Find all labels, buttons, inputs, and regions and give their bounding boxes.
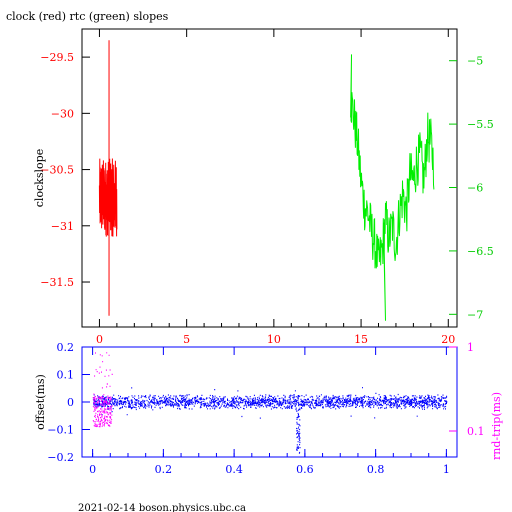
top-left-y-tick-label: −29.5	[40, 51, 74, 64]
top-axis-ticks	[82, 29, 457, 327]
bottom-y-axis-label: offset(ms)	[34, 374, 47, 430]
top-left-y-tick-label: −31	[51, 220, 74, 233]
bottom-x-tick-label: 0.2	[155, 463, 173, 476]
round-trip-points	[92, 352, 113, 428]
top-right-y-tick-label: −6	[467, 182, 483, 195]
bottom-y-tick-label: 0.2	[57, 341, 75, 354]
clock-slope-series	[98, 40, 118, 316]
round-trip-series	[92, 352, 113, 428]
top-right-y-tick-label: −7	[467, 308, 483, 321]
bottom-x-tick-label: 0.4	[225, 463, 243, 476]
bottom-x-tick-label: 0	[89, 463, 96, 476]
rtc-slope-series	[350, 54, 435, 321]
top-x-tick-label: 5	[183, 333, 190, 346]
chart-title: clock (red) rtc (green) slopes	[6, 10, 169, 23]
top-left-y-tick-label: −31.5	[40, 276, 74, 289]
top-right-y-tick-label: −6.5	[467, 245, 494, 258]
bottom-tick-labels: 0 0.2 0.4 0.6 0.8 1 0.2 0.1 0 −0.1 −0.2 1 0.1	[47, 341, 484, 476]
top-right-y-tick-label: −5.5	[467, 118, 494, 131]
bottom-y-tick-label: −0.2	[47, 451, 74, 464]
bottom-x-tick-label: 0.8	[367, 463, 385, 476]
bottom-x-tick-label: 0.6	[296, 463, 314, 476]
top-x-tick-label: 20	[441, 333, 455, 346]
top-x-tick-label: 0	[96, 333, 103, 346]
top-tick-labels: 0 5 10 15 20 −29.5 −30 −30.5 −31 −31.5 −5 −5.5 −6 −6.…	[40, 51, 493, 346]
rtc-slope-line	[350, 54, 435, 321]
bottom-y-tick-label: 0.1	[57, 369, 75, 382]
bottom-right-y-tick-label: 0.1	[467, 425, 485, 438]
clock-slope-line	[98, 158, 118, 237]
bottom-y-tick-label: −0.1	[47, 424, 74, 437]
top-left-y-tick-label: −30	[51, 107, 74, 120]
offset-series	[92, 387, 448, 454]
top-x-tick-label: 10	[267, 333, 281, 346]
footer-text: 2021-02-14 boson.physics.ubc.ca	[78, 503, 246, 512]
bottom-y-tick-label: 0	[67, 396, 74, 409]
bottom-right-y-axis-label: rnd-trip(ms)	[490, 392, 503, 460]
bottom-x-tick-label: 1	[443, 463, 450, 476]
bottom-right-y-tick-label: 1	[467, 341, 474, 354]
top-plot-frame	[81, 28, 458, 328]
bottom-axis-ticks	[82, 346, 457, 458]
top-left-y-tick-label: −30.5	[40, 164, 74, 177]
top-y-axis-label: clockslope	[33, 149, 46, 207]
top-x-tick-label: 15	[354, 333, 368, 346]
offset-points	[92, 387, 448, 454]
top-right-y-tick-label: −5	[467, 55, 483, 68]
